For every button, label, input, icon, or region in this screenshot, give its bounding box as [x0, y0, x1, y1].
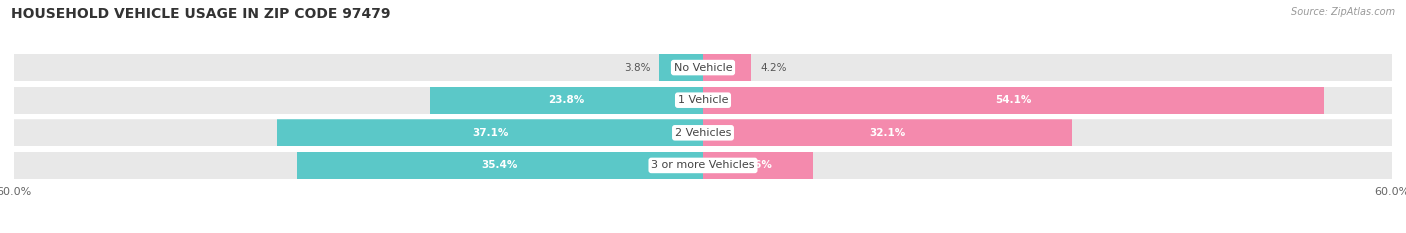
Text: Source: ZipAtlas.com: Source: ZipAtlas.com	[1291, 7, 1395, 17]
Bar	[703, 87, 1324, 113]
Bar	[277, 120, 703, 146]
Text: 23.8%: 23.8%	[548, 95, 585, 105]
Text: 2 Vehicles: 2 Vehicles	[675, 128, 731, 138]
Text: 37.1%: 37.1%	[472, 128, 508, 138]
Text: 32.1%: 32.1%	[869, 128, 905, 138]
Bar	[297, 152, 703, 179]
Text: 1 Vehicle: 1 Vehicle	[678, 95, 728, 105]
Bar	[14, 152, 1392, 179]
Text: 3 or more Vehicles: 3 or more Vehicles	[651, 161, 755, 170]
Bar	[14, 120, 1392, 146]
Text: 3.8%: 3.8%	[624, 63, 650, 72]
Text: No Vehicle: No Vehicle	[673, 63, 733, 72]
Text: 4.2%: 4.2%	[761, 63, 787, 72]
Text: 54.1%: 54.1%	[995, 95, 1032, 105]
Bar	[703, 120, 1071, 146]
Bar	[703, 152, 813, 179]
Text: 35.4%: 35.4%	[482, 161, 517, 170]
Bar	[430, 87, 703, 113]
Text: HOUSEHOLD VEHICLE USAGE IN ZIP CODE 97479: HOUSEHOLD VEHICLE USAGE IN ZIP CODE 9747…	[11, 7, 391, 21]
Bar	[14, 87, 1392, 113]
Bar	[703, 54, 751, 81]
Bar	[659, 54, 703, 81]
Bar	[14, 54, 1392, 81]
Text: 9.6%: 9.6%	[744, 161, 772, 170]
